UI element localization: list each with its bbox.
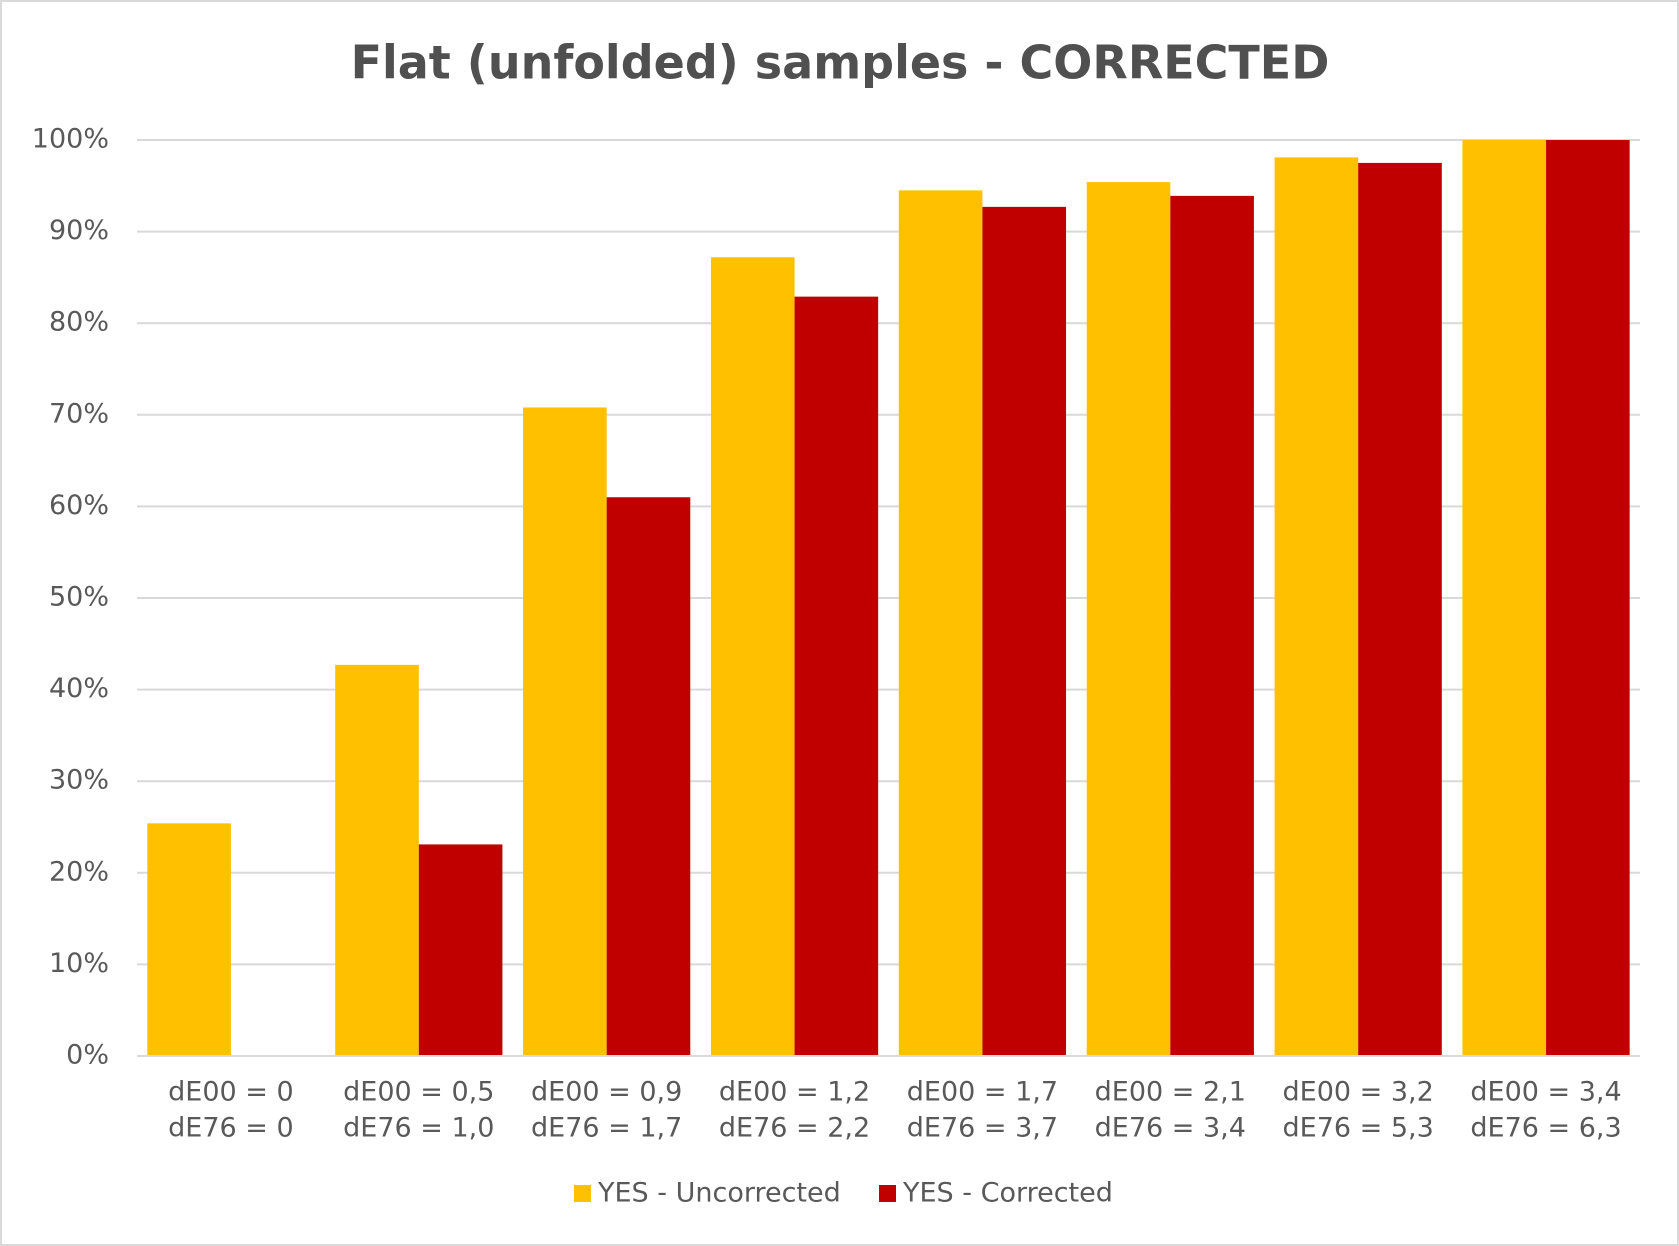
x-tick-label: dE76 = 2,2 [719,1113,870,1144]
bar [1086,182,1171,1057]
y-tick-label: 60% [49,490,109,521]
bar [606,497,691,1056]
legend-label: YES - Corrected [902,1178,1113,1209]
bar [523,407,607,1056]
x-tick-label: dE76 = 0 [168,1113,294,1144]
y-tick-label: 90% [49,215,109,246]
legend-label: YES - Uncorrected [597,1178,841,1209]
bar [982,206,1067,1057]
x-tick-label: dE00 = 3,2 [1283,1077,1434,1108]
x-tick-label: dE00 = 1,7 [907,1077,1058,1108]
x-tick-label: dE00 = 3,4 [1470,1077,1621,1108]
x-tick-label: dE76 = 3,7 [907,1113,1058,1144]
x-tick-label: dE00 = 1,2 [719,1077,870,1108]
bar [1546,140,1630,1056]
y-tick-label: 100% [32,124,109,155]
x-tick-label: dE00 = 0,5 [343,1077,494,1108]
bar [1358,162,1442,1056]
y-tick-label: 70% [49,398,109,429]
x-tick-label: dE76 = 1,0 [343,1113,494,1144]
y-tick-label: 40% [49,673,109,704]
bar [418,844,503,1056]
y-tick-label: 80% [49,307,109,338]
x-tick-label: dE00 = 0 [168,1077,294,1108]
legend-swatch [574,1185,591,1202]
y-tick-label: 30% [49,765,109,796]
bar [147,823,231,1056]
x-tick-label: dE76 = 5,3 [1283,1113,1434,1144]
bar [1462,140,1547,1056]
y-tick-label: 20% [49,856,109,887]
chart-title: Flat (unfolded) samples - CORRECTED [351,36,1330,90]
bar [898,190,983,1056]
x-tick-label: dE76 = 3,4 [1095,1113,1246,1144]
y-tick-label: 0% [66,1040,109,1071]
legend-swatch [879,1185,896,1202]
x-tick-label: dE76 = 1,7 [531,1113,682,1144]
x-tick-label: dE00 = 0,9 [531,1077,682,1108]
bar [1170,195,1254,1057]
bar [794,296,879,1056]
y-tick-label: 50% [49,582,109,613]
x-tick-label: dE00 = 2,1 [1095,1077,1246,1108]
bar [1274,157,1359,1057]
bar [335,664,419,1056]
x-tick-label: dE76 = 6,3 [1470,1113,1621,1144]
y-tick-label: 10% [49,948,109,979]
bar [710,257,795,1056]
